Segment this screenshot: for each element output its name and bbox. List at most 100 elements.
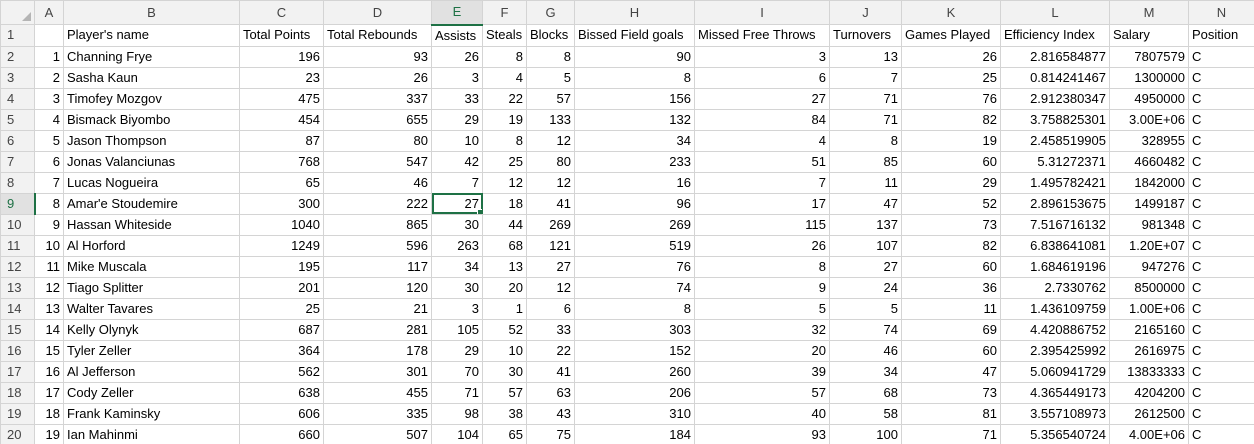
cell-n20[interactable]: C — [1188, 423, 1254, 444]
row-header[interactable]: 18 — [0, 381, 35, 404]
cell-f1[interactable]: Steals — [482, 24, 527, 47]
cell-k20[interactable]: 71 — [901, 423, 1001, 444]
cell-d3[interactable]: 26 — [323, 66, 432, 89]
column-header-e[interactable]: E — [431, 0, 483, 26]
cell-g15[interactable]: 33 — [526, 318, 575, 341]
cell-m7[interactable]: 4660482 — [1109, 150, 1189, 173]
cell-n6[interactable]: C — [1188, 129, 1254, 152]
cell-h20[interactable]: 184 — [574, 423, 695, 444]
column-header-i[interactable]: I — [694, 0, 830, 25]
column-header-d[interactable]: D — [323, 0, 432, 25]
cell-d10[interactable]: 865 — [323, 213, 432, 236]
row-header[interactable]: 8 — [0, 171, 35, 194]
cell-g8[interactable]: 12 — [526, 171, 575, 194]
cell-a8[interactable]: 7 — [34, 171, 64, 194]
cell-h6[interactable]: 34 — [574, 129, 695, 152]
cell-c3[interactable]: 23 — [239, 66, 324, 89]
row-header[interactable]: 9 — [0, 192, 36, 215]
cell-l5[interactable]: 3.758825301 — [1000, 108, 1110, 131]
cell-g19[interactable]: 43 — [526, 402, 575, 425]
cell-h8[interactable]: 16 — [574, 171, 695, 194]
row-header[interactable]: 3 — [0, 66, 35, 89]
row-header[interactable]: 4 — [0, 87, 35, 110]
cell-n8[interactable]: C — [1188, 171, 1254, 194]
cell-a5[interactable]: 4 — [34, 108, 64, 131]
cell-b7[interactable]: Jonas Valanciunas — [63, 150, 240, 173]
cell-b14[interactable]: Walter Tavares — [63, 297, 240, 320]
cell-a3[interactable]: 2 — [34, 66, 64, 89]
cell-a11[interactable]: 10 — [34, 234, 64, 257]
cell-h9[interactable]: 96 — [574, 192, 695, 215]
cell-g3[interactable]: 5 — [526, 66, 575, 89]
cell-b1[interactable]: Player's name — [63, 24, 240, 47]
cell-n5[interactable]: C — [1188, 108, 1254, 131]
cell-m3[interactable]: 1300000 — [1109, 66, 1189, 89]
cell-i8[interactable]: 7 — [694, 171, 830, 194]
cell-g18[interactable]: 63 — [526, 381, 575, 404]
cell-m20[interactable]: 4.00E+06 — [1109, 423, 1189, 444]
cell-c12[interactable]: 195 — [239, 255, 324, 278]
cell-d8[interactable]: 46 — [323, 171, 432, 194]
cell-i18[interactable]: 57 — [694, 381, 830, 404]
cell-j4[interactable]: 71 — [829, 87, 902, 110]
cell-g12[interactable]: 27 — [526, 255, 575, 278]
cell-a16[interactable]: 15 — [34, 339, 64, 362]
cell-c13[interactable]: 201 — [239, 276, 324, 299]
cell-i15[interactable]: 32 — [694, 318, 830, 341]
row-header[interactable]: 16 — [0, 339, 35, 362]
cell-k6[interactable]: 19 — [901, 129, 1001, 152]
cell-i16[interactable]: 20 — [694, 339, 830, 362]
cell-l17[interactable]: 5.060941729 — [1000, 360, 1110, 383]
cell-l13[interactable]: 2.7330762 — [1000, 276, 1110, 299]
cell-f15[interactable]: 52 — [482, 318, 527, 341]
cell-c1[interactable]: Total Points — [239, 24, 324, 47]
cell-c2[interactable]: 196 — [239, 45, 324, 68]
cell-a18[interactable]: 17 — [34, 381, 64, 404]
cell-k17[interactable]: 47 — [901, 360, 1001, 383]
cell-j10[interactable]: 137 — [829, 213, 902, 236]
cell-j8[interactable]: 11 — [829, 171, 902, 194]
cell-k7[interactable]: 60 — [901, 150, 1001, 173]
cell-h11[interactable]: 519 — [574, 234, 695, 257]
cell-d6[interactable]: 80 — [323, 129, 432, 152]
select-all-corner[interactable] — [0, 0, 35, 25]
cell-i3[interactable]: 6 — [694, 66, 830, 89]
cell-j9[interactable]: 47 — [829, 192, 902, 215]
cell-e19[interactable]: 98 — [431, 402, 483, 425]
cell-e7[interactable]: 42 — [431, 150, 483, 173]
cell-j20[interactable]: 100 — [829, 423, 902, 444]
cell-g9[interactable]: 41 — [526, 192, 575, 215]
cell-l19[interactable]: 3.557108973 — [1000, 402, 1110, 425]
cell-b8[interactable]: Lucas Nogueira — [63, 171, 240, 194]
fill-handle[interactable] — [477, 208, 482, 213]
cell-h17[interactable]: 260 — [574, 360, 695, 383]
cell-i12[interactable]: 8 — [694, 255, 830, 278]
cell-j15[interactable]: 74 — [829, 318, 902, 341]
cell-f10[interactable]: 44 — [482, 213, 527, 236]
cell-h10[interactable]: 269 — [574, 213, 695, 236]
cell-n16[interactable]: C — [1188, 339, 1254, 362]
cell-m1[interactable]: Salary — [1109, 24, 1189, 47]
row-header[interactable]: 1 — [0, 24, 35, 47]
cell-a14[interactable]: 13 — [34, 297, 64, 320]
cell-h19[interactable]: 310 — [574, 402, 695, 425]
cell-f9[interactable]: 18 — [482, 192, 527, 215]
column-header-b[interactable]: B — [63, 0, 240, 25]
row-header[interactable]: 14 — [0, 297, 35, 320]
cell-i4[interactable]: 27 — [694, 87, 830, 110]
cell-j17[interactable]: 34 — [829, 360, 902, 383]
cell-f17[interactable]: 30 — [482, 360, 527, 383]
cell-i17[interactable]: 39 — [694, 360, 830, 383]
cell-n19[interactable]: C — [1188, 402, 1254, 425]
cell-m6[interactable]: 328955 — [1109, 129, 1189, 152]
cell-b16[interactable]: Tyler Zeller — [63, 339, 240, 362]
cell-m4[interactable]: 4950000 — [1109, 87, 1189, 110]
row-header[interactable]: 20 — [0, 423, 35, 444]
cell-d17[interactable]: 301 — [323, 360, 432, 383]
column-header-n[interactable]: N — [1188, 0, 1254, 25]
row-header[interactable]: 12 — [0, 255, 35, 278]
cell-d5[interactable]: 655 — [323, 108, 432, 131]
cell-e16[interactable]: 29 — [431, 339, 483, 362]
cell-a1[interactable] — [34, 24, 64, 47]
cell-l3[interactable]: 0.814241467 — [1000, 66, 1110, 89]
